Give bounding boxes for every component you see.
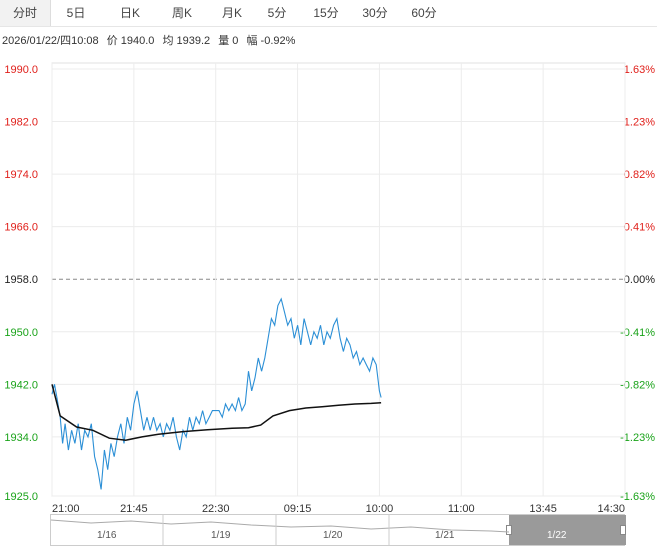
x-tick-label: 14:30: [597, 503, 625, 514]
x-tick-label: 21:00: [52, 503, 80, 514]
navigator-right-handle[interactable]: [620, 525, 626, 535]
navigator-date-label: 1/20: [323, 530, 343, 541]
quote-price: 价 1940.0: [106, 35, 155, 47]
y-tick-label-right: -0.82%: [620, 379, 655, 391]
quote-datetime: 2026/01/22/四10:08: [2, 35, 99, 47]
date-navigator[interactable]: 1/16 1/19 1/20 1/21 1/22: [50, 514, 626, 546]
quote-average: 均 1939.2: [162, 35, 211, 47]
tab-15-min[interactable]: 15分: [313, 6, 339, 20]
period-tab-bar: 分时 5日 日K 周K 月K 5分 15分 30分 60分: [0, 0, 657, 27]
x-tick-label: 22:30: [202, 503, 230, 514]
x-tick-label: 09:15: [284, 503, 312, 514]
y-tick-label-right: 0.82%: [624, 169, 655, 181]
quote-change: 幅 -0.92%: [246, 35, 296, 47]
navigator-sparkline: [51, 515, 510, 545]
tab-5-day[interactable]: 5日: [66, 6, 86, 20]
navigator-left-handle[interactable]: [506, 525, 512, 535]
x-tick-label: 13:45: [529, 503, 557, 514]
quote-info-line: 2026/01/22/四10:08 价 1940.0 均 1939.2 量 0 …: [2, 32, 300, 48]
x-tick-label: 11:00: [448, 503, 475, 514]
y-tick-label-right: 1.63%: [624, 64, 655, 76]
y-tick-label-left: 1990.0: [4, 64, 38, 76]
navigator-selection[interactable]: [509, 515, 626, 545]
y-tick-label-left: 1934.0: [4, 432, 38, 444]
y-tick-label-right: 0.00%: [624, 274, 655, 286]
average-line: [51, 384, 382, 441]
y-tick-label-right: -1.63%: [620, 491, 655, 503]
y-tick-label-left: 1950.0: [4, 327, 38, 339]
tab-5-min[interactable]: 5分: [267, 6, 287, 20]
y-tick-label-left: 1974.0: [4, 169, 38, 181]
tab-daily-k[interactable]: 日K: [119, 6, 140, 20]
tab-60-min[interactable]: 60分: [411, 6, 437, 20]
tab-weekly-k[interactable]: 周K: [171, 6, 192, 20]
x-tick-label: 21:45: [120, 503, 148, 514]
navigator-date-label: 1/22: [547, 530, 567, 541]
navigator-date-label: 1/21: [435, 530, 455, 541]
tab-30-min[interactable]: 30分: [362, 6, 388, 20]
y-tick-label-right: 0.41%: [624, 222, 655, 234]
y-tick-label-left: 1942.0: [4, 379, 38, 391]
tab-intraday[interactable]: 分时: [0, 0, 51, 26]
y-tick-label-left: 1966.0: [4, 222, 38, 234]
y-tick-label-left: 1958.0: [4, 274, 38, 286]
y-tick-label-right: -1.23%: [620, 432, 655, 444]
price-line: [51, 297, 382, 490]
navigator-date-label: 1/19: [211, 530, 231, 541]
y-tick-label-right: -0.41%: [620, 327, 655, 339]
navigator-date-label: 1/16: [97, 530, 117, 541]
x-tick-label: 10:00: [366, 503, 394, 514]
y-tick-label-right: 1.23%: [624, 117, 655, 129]
tab-monthly-k[interactable]: 月K: [221, 6, 242, 20]
quote-volume: 量 0: [218, 35, 239, 47]
y-tick-label-left: 1982.0: [4, 117, 38, 129]
intraday-price-chart[interactable]: 1990.0 1.63% 1982.0 1.23% 1974.0 0.82% 1966.0 0…: [0, 0, 657, 514]
y-tick-label-left: 1925.0: [4, 491, 38, 503]
